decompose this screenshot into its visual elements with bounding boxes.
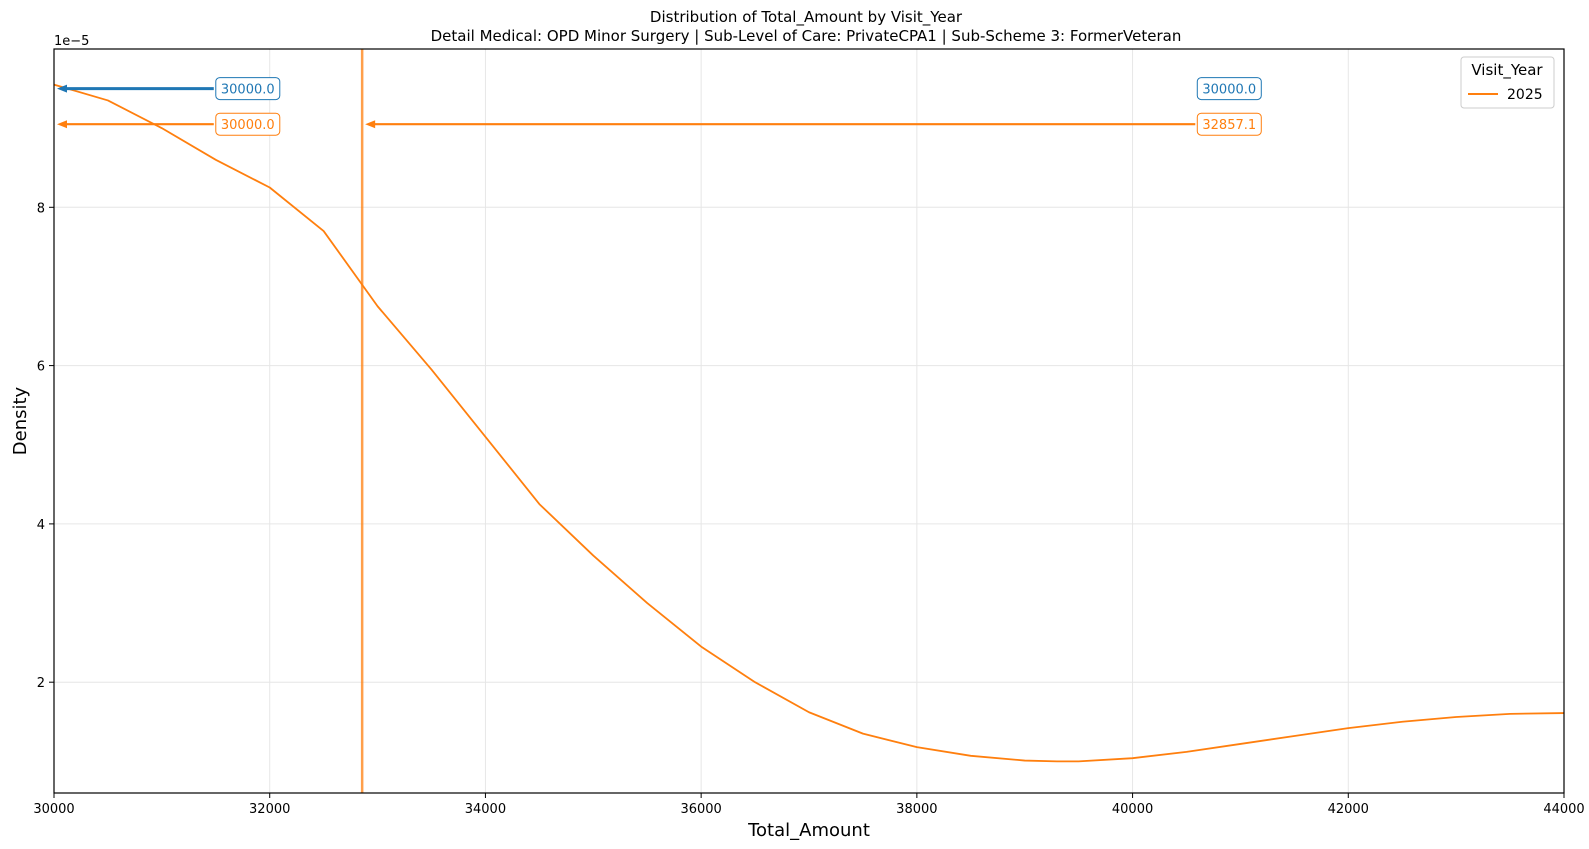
chart-subtitle: Detail Medical: OPD Minor Surgery | Sub-… bbox=[431, 27, 1182, 45]
legend-box bbox=[1460, 56, 1555, 109]
annotation-arrow-head bbox=[57, 120, 67, 129]
legend-label-2025: 2025 bbox=[1507, 87, 1543, 103]
chart-title: Distribution of Total_Amount by Visit_Ye… bbox=[650, 8, 963, 27]
annotations: 30000.0 30000.0 30000.0 32857.1 bbox=[57, 77, 1262, 136]
annotation-label: 30000.0 bbox=[221, 118, 275, 133]
series-lines bbox=[53, 83, 1565, 763]
y-offset-label: 1e−5 bbox=[54, 34, 89, 49]
annotation-label: 30000.0 bbox=[221, 83, 275, 98]
x-axis-ticks: 30000 32000 34000 36000 38000 40000 42000 44000 bbox=[33, 793, 1585, 817]
y-tick-label: 2 bbox=[37, 676, 45, 691]
annotation-arrow-head bbox=[57, 84, 67, 93]
series-line-2025 bbox=[53, 83, 1565, 763]
legend: Visit_Year 2025 bbox=[1460, 56, 1555, 109]
y-axis-label: Density bbox=[10, 386, 31, 455]
x-tick-label: 38000 bbox=[896, 802, 937, 817]
annotation-label-box bbox=[1196, 112, 1262, 136]
annotation-label-box bbox=[215, 77, 281, 101]
legend-title: Visit_Year bbox=[1471, 61, 1543, 80]
x-tick-label: 44000 bbox=[1543, 802, 1584, 817]
x-tick-label: 32000 bbox=[249, 802, 290, 817]
plot-area-frame bbox=[53, 48, 1565, 794]
x-tick-label: 40000 bbox=[1112, 802, 1153, 817]
x-tick-label: 34000 bbox=[465, 802, 506, 817]
grid-lines bbox=[53, 49, 1565, 793]
x-axis-label: Total_Amount bbox=[747, 820, 870, 841]
x-tick-label: 42000 bbox=[1328, 802, 1369, 817]
annotation-arrow-head bbox=[365, 120, 376, 129]
y-tick-label: 6 bbox=[37, 360, 45, 375]
annotation-label: 32857.1 bbox=[1202, 118, 1256, 133]
x-tick-label: 30000 bbox=[33, 802, 74, 817]
annotation-label-box bbox=[1196, 77, 1262, 101]
y-tick-label: 4 bbox=[37, 518, 45, 533]
x-tick-label: 36000 bbox=[680, 802, 721, 817]
annotation-label: 30000.0 bbox=[1202, 83, 1256, 98]
annotation-label-box bbox=[215, 112, 281, 136]
y-axis-ticks: 2 4 6 8 bbox=[37, 201, 54, 691]
y-tick-label: 8 bbox=[37, 201, 45, 216]
